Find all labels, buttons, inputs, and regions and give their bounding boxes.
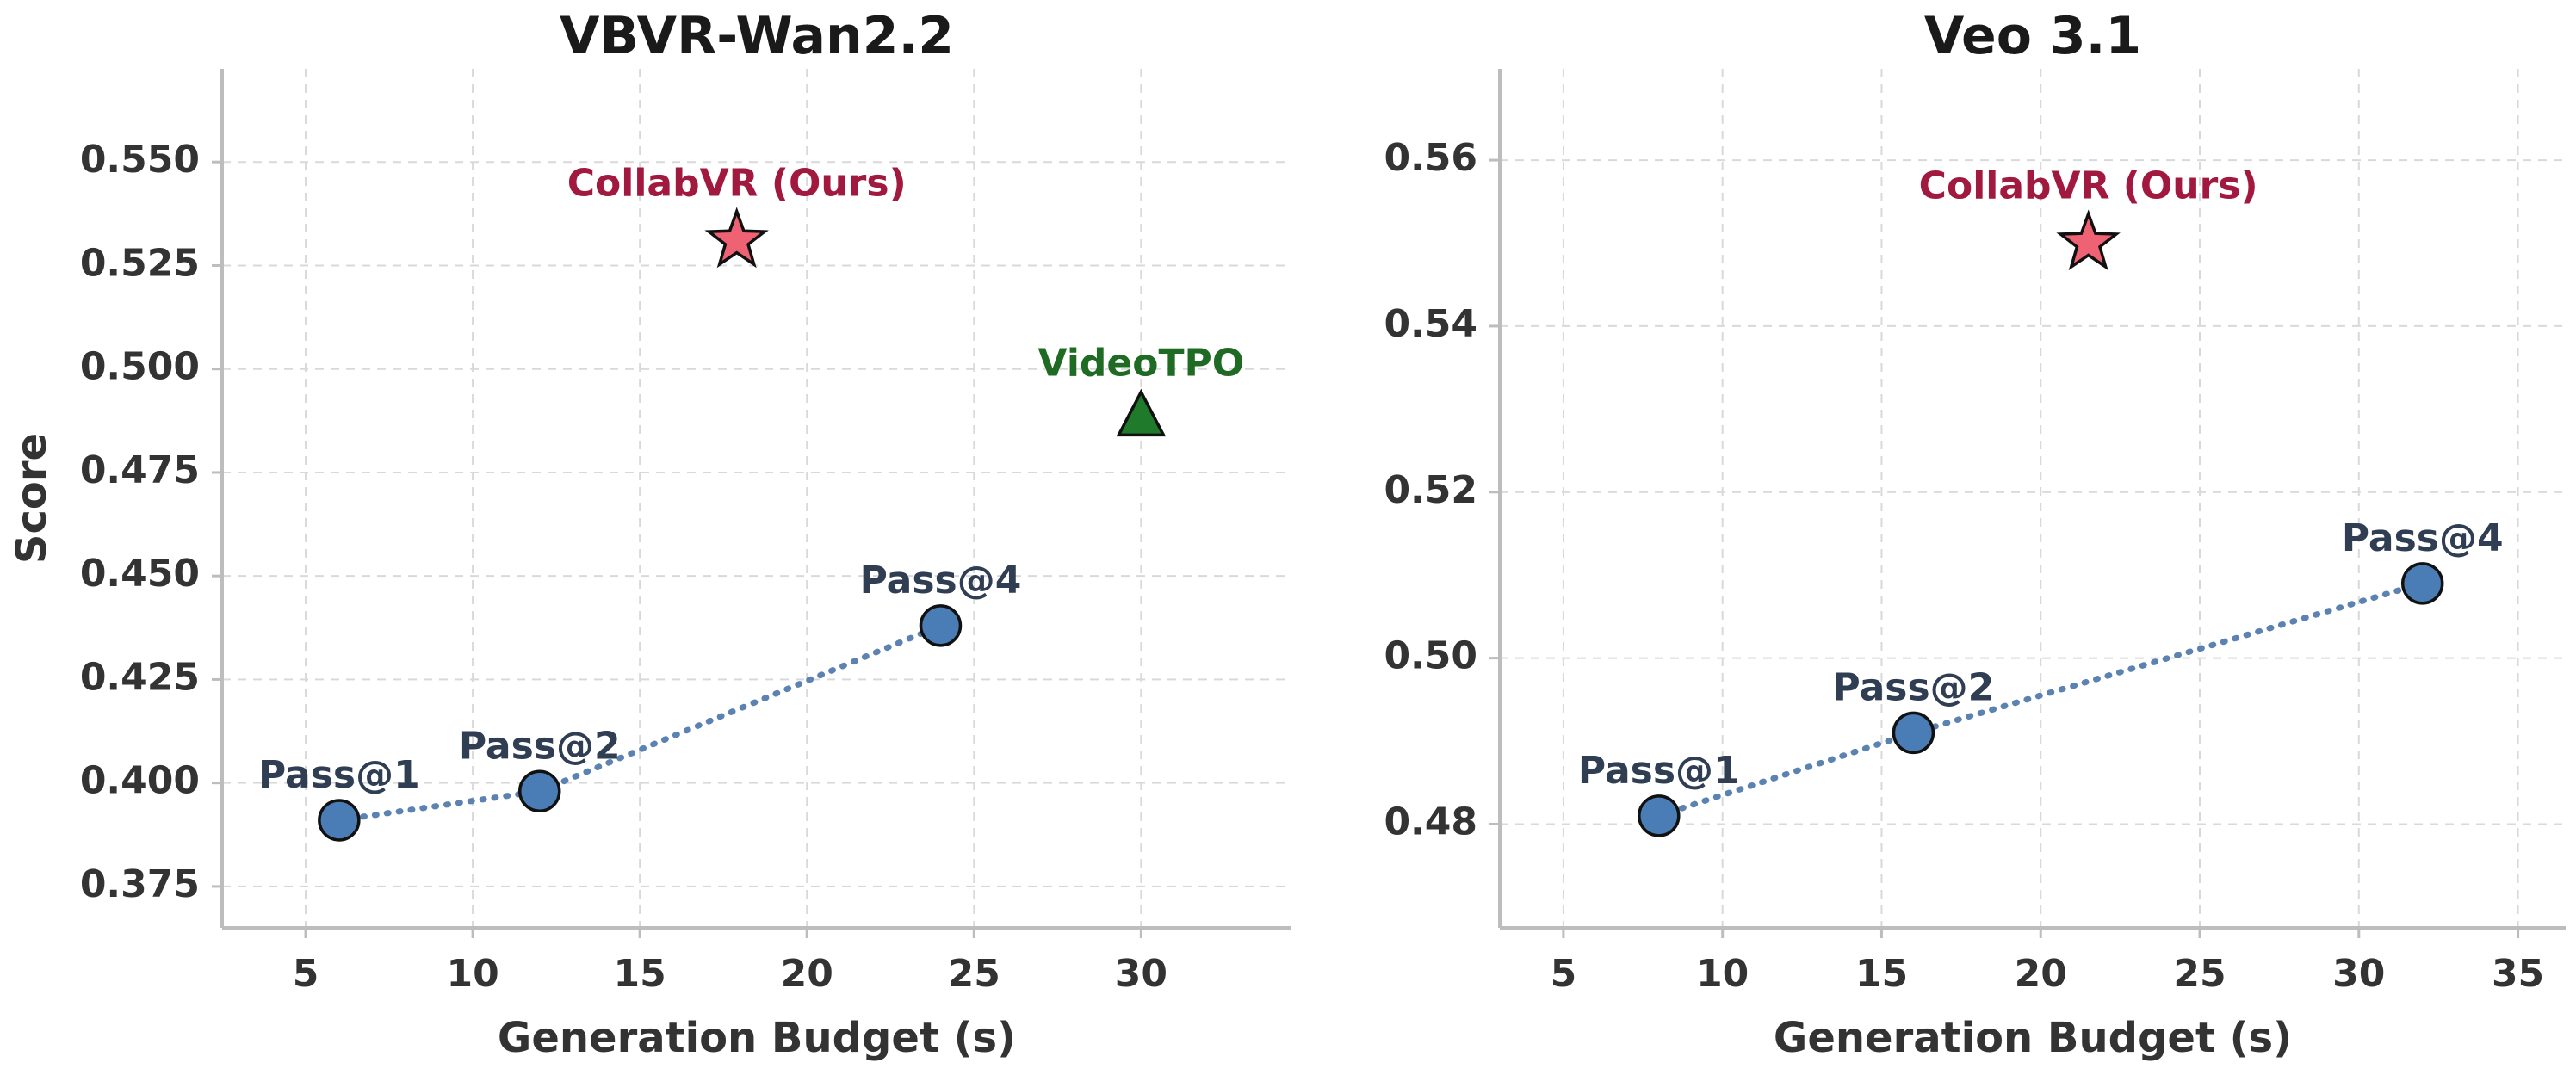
x-tick-label: 25 — [2173, 952, 2226, 996]
y-tick-label: 0.550 — [80, 138, 200, 182]
y-tick-label: 0.375 — [80, 862, 200, 906]
chart-title: VBVR-Wan2.2 — [560, 6, 954, 66]
data-point-label: Pass@4 — [2342, 516, 2504, 560]
data-point-label: Pass@1 — [1578, 749, 1740, 793]
x-tick-label: 15 — [614, 952, 666, 996]
data-point — [318, 799, 361, 842]
y-tick-label: 0.50 — [1384, 634, 1477, 678]
chart-panel-vbvr-wan: VBVR-Wan2.2 Generation Budget (s) Score … — [8, 6, 1291, 1062]
data-point — [1892, 711, 1935, 755]
data-point-label: Pass@1 — [258, 753, 420, 797]
data-point — [919, 604, 963, 647]
grid — [222, 69, 1291, 928]
x-tick-label: 20 — [781, 952, 833, 996]
y-tick-label: 0.52 — [1384, 468, 1477, 512]
videotpo-label: VideoTPO — [1038, 341, 1245, 385]
x-tick-label: 35 — [2492, 952, 2544, 996]
data-point-label: Pass@4 — [860, 559, 1022, 602]
videotpo-triangle-marker — [1116, 388, 1167, 437]
chart-title: Veo 3.1 — [1924, 6, 2141, 66]
y-tick-label: 0.525 — [80, 241, 200, 285]
data-point-label: Pass@2 — [459, 724, 621, 768]
collabvr-star-marker — [2056, 209, 2121, 271]
data-marks: Pass@1 Pass@2 Pass@4 CollabVR (Ours) — [1578, 164, 2504, 837]
y-tick-label: 0.54 — [1384, 302, 1477, 346]
x-tick-label: 10 — [446, 952, 498, 996]
chart-panel-veo: Veo 3.1 Generation Budget (s) 5 10 15 20 25 3… — [1384, 6, 2566, 1062]
x-tick-label: 5 — [293, 952, 319, 996]
x-tick-label: 15 — [1855, 952, 1908, 996]
x-tick-label: 30 — [2332, 952, 2385, 996]
data-point — [2400, 562, 2444, 605]
x-tick-label: 10 — [1696, 952, 1749, 996]
collabvr-label: CollabVR (Ours) — [567, 162, 907, 206]
x-axis-label: Generation Budget (s) — [498, 1014, 1016, 1062]
axes: 5 10 15 20 25 30 0.375 0.400 0.425 0.450 0.475 0.50… — [80, 69, 1291, 996]
collabvr-star-marker — [704, 207, 769, 269]
y-tick-label: 0.56 — [1384, 136, 1477, 180]
x-tick-label: 30 — [1115, 952, 1167, 996]
x-axis-label: Generation Budget (s) — [1774, 1014, 2292, 1062]
y-tick-label: 0.500 — [80, 345, 200, 389]
y-tick-label: 0.400 — [80, 759, 200, 803]
data-point-label: Pass@2 — [1833, 665, 1995, 709]
data-point — [1638, 794, 1681, 837]
data-point — [517, 769, 561, 813]
y-tick-label: 0.48 — [1384, 800, 1477, 843]
y-tick-label: 0.425 — [80, 655, 200, 699]
axes: 5 10 15 20 25 30 35 0.48 0.50 0.52 0.54 0.56 — [1384, 69, 2566, 996]
x-tick-label: 5 — [1551, 952, 1577, 996]
x-tick-label: 25 — [948, 952, 1000, 996]
y-tick-label: 0.450 — [80, 552, 200, 596]
y-axis-label: Score — [8, 433, 56, 564]
x-tick-label: 20 — [2015, 952, 2067, 996]
y-tick-label: 0.475 — [80, 448, 200, 492]
collabvr-label: CollabVR (Ours) — [1919, 164, 2258, 207]
data-marks: Pass@1 Pass@2 Pass@4 CollabVR (Ours) VideoTP… — [258, 162, 1245, 842]
